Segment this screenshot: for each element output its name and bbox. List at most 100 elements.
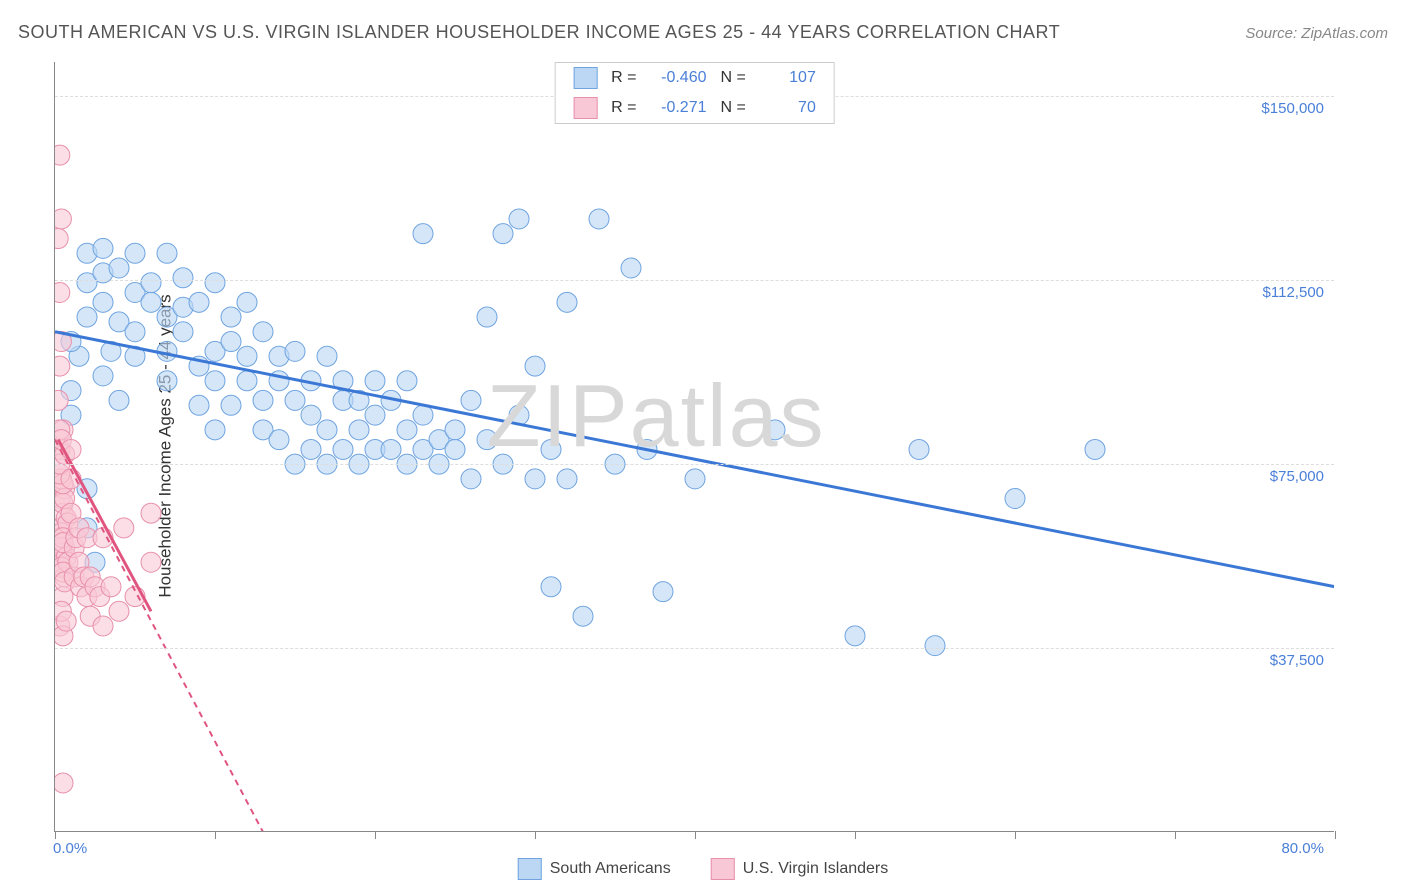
data-point: [541, 577, 561, 597]
plot-area: ZIPatlas R = -0.460 N = 107 R = -0.271 N…: [54, 62, 1334, 832]
data-point: [397, 371, 417, 391]
y-tick-label: $112,500: [1263, 284, 1324, 301]
y-tick-label: $150,000: [1261, 100, 1324, 117]
data-point: [365, 371, 385, 391]
data-point: [365, 405, 385, 425]
data-point: [845, 626, 865, 646]
data-point: [685, 469, 705, 489]
data-point: [413, 405, 433, 425]
data-point: [477, 307, 497, 327]
x-tick: [215, 831, 216, 839]
data-point: [653, 582, 673, 602]
legend-item-2: U.S. Virgin Islanders: [711, 858, 889, 880]
data-point: [541, 439, 561, 459]
data-point: [205, 273, 225, 293]
gridline: [55, 464, 1334, 465]
data-point: [173, 268, 193, 288]
data-point: [56, 611, 76, 631]
data-point: [77, 307, 97, 327]
data-point: [349, 420, 369, 440]
data-point: [157, 243, 177, 263]
data-point: [509, 209, 529, 229]
x-tick: [1335, 831, 1336, 839]
data-point: [221, 307, 241, 327]
series-legend: South Americans U.S. Virgin Islanders: [518, 858, 889, 880]
swatch-pink: [573, 97, 597, 119]
data-point: [285, 341, 305, 361]
data-point: [221, 395, 241, 415]
legend-item-1: South Americans: [518, 858, 671, 880]
data-point: [101, 577, 121, 597]
x-tick-label: 80.0%: [1281, 840, 1324, 857]
data-point: [253, 390, 273, 410]
data-point: [301, 405, 321, 425]
data-point: [589, 209, 609, 229]
data-point: [397, 420, 417, 440]
data-point: [221, 332, 241, 352]
swatch-blue-icon: [518, 858, 542, 880]
gridline: [55, 280, 1334, 281]
x-tick-label: 0.0%: [53, 840, 87, 857]
data-point: [93, 292, 113, 312]
data-point: [621, 258, 641, 278]
x-tick: [1015, 831, 1016, 839]
data-point: [1085, 439, 1105, 459]
data-point: [253, 322, 273, 342]
data-point: [55, 229, 68, 249]
data-point: [125, 322, 145, 342]
data-point: [237, 371, 257, 391]
data-point: [573, 606, 593, 626]
data-point: [55, 283, 70, 303]
data-point: [157, 371, 177, 391]
data-point: [301, 439, 321, 459]
data-point: [445, 420, 465, 440]
data-point: [925, 636, 945, 656]
data-point: [765, 420, 785, 440]
swatch-pink-icon: [711, 858, 735, 880]
data-point: [141, 552, 161, 572]
data-point: [1005, 488, 1025, 508]
data-point: [93, 366, 113, 386]
data-point: [317, 346, 337, 366]
data-point: [205, 371, 225, 391]
data-point: [317, 420, 337, 440]
source-label: Source: ZipAtlas.com: [1245, 25, 1388, 42]
data-point: [557, 292, 577, 312]
data-point: [237, 292, 257, 312]
data-point: [461, 390, 481, 410]
data-point: [525, 469, 545, 489]
data-point: [114, 518, 134, 538]
data-point: [333, 439, 353, 459]
data-point: [557, 469, 577, 489]
data-point: [141, 503, 161, 523]
x-tick: [535, 831, 536, 839]
data-point: [237, 346, 257, 366]
data-point: [141, 292, 161, 312]
stats-row-2: R = -0.271 N = 70: [555, 93, 834, 123]
data-point: [109, 390, 129, 410]
stats-legend: R = -0.460 N = 107 R = -0.271 N = 70: [554, 62, 835, 124]
data-point: [93, 238, 113, 258]
data-point: [189, 292, 209, 312]
data-point: [381, 439, 401, 459]
y-tick-label: $37,500: [1270, 652, 1324, 669]
stats-row-1: R = -0.460 N = 107: [555, 63, 834, 93]
data-point: [109, 601, 129, 621]
data-point: [55, 356, 70, 376]
data-point: [173, 322, 193, 342]
data-point: [205, 420, 225, 440]
data-point: [285, 390, 305, 410]
gridline: [55, 648, 1334, 649]
data-point: [269, 430, 289, 450]
x-tick: [855, 831, 856, 839]
swatch-blue: [573, 67, 597, 89]
data-point: [413, 224, 433, 244]
data-point: [477, 430, 497, 450]
y-tick-label: $75,000: [1270, 468, 1324, 485]
scatter-svg: [55, 62, 1334, 831]
data-point: [109, 258, 129, 278]
x-tick: [695, 831, 696, 839]
chart-header: SOUTH AMERICAN VS U.S. VIRGIN ISLANDER H…: [18, 22, 1388, 43]
data-point: [55, 145, 70, 165]
x-tick: [1175, 831, 1176, 839]
